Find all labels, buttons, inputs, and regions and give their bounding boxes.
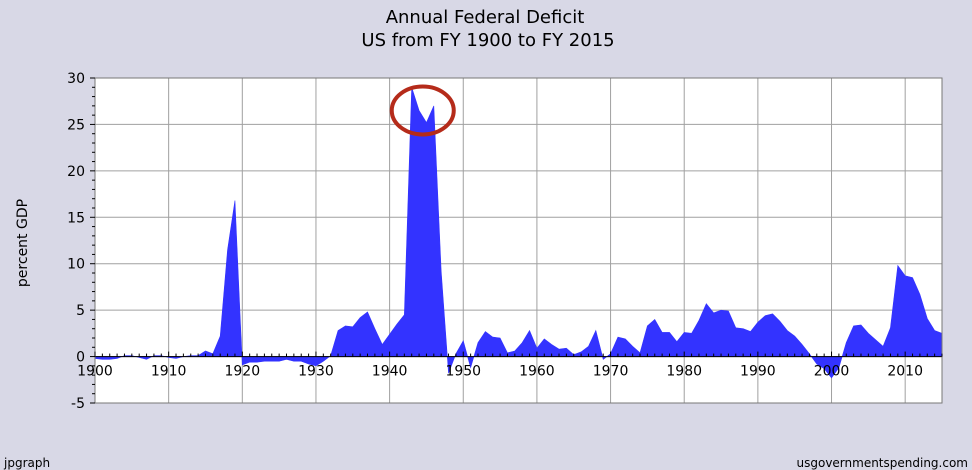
- y-tick-label: 30: [67, 71, 85, 87]
- x-tick-label: 1970: [593, 364, 629, 380]
- footer-left: jpgraph: [3, 456, 50, 470]
- y-axis-label: percent GDP: [15, 199, 31, 287]
- y-axis-ticks: -5 0 5 10 15 20 25 30: [67, 71, 85, 412]
- y-tick-label: 20: [67, 164, 85, 180]
- x-tick-label: 1950: [445, 364, 481, 380]
- annotation-layer: [389, 84, 456, 137]
- x-tick-label: 2000: [814, 364, 850, 380]
- footer-right: usgovernmentspending.com: [797, 456, 969, 470]
- x-tick-label: 1990: [740, 364, 776, 380]
- x-tick-label: 1930: [298, 364, 334, 380]
- x-tick-label: 2010: [887, 364, 923, 380]
- data-area: [94, 87, 943, 379]
- x-tick-label: 1900: [77, 364, 113, 380]
- y-tick-label: 10: [67, 257, 85, 273]
- plot-border: [94, 77, 943, 404]
- y-tick-label: -5: [71, 396, 85, 412]
- x-tick-label: 1980: [666, 364, 702, 380]
- x-tick-label: 1920: [224, 364, 260, 380]
- annotation-circle: [389, 84, 456, 137]
- y-tick-label: 25: [67, 117, 85, 133]
- axes: [90, 77, 943, 404]
- x-tick-label: 1940: [372, 364, 408, 380]
- y-tick-label: 0: [76, 350, 85, 366]
- series-area: [94, 87, 943, 379]
- chart-title: Annual Federal Deficit: [386, 7, 585, 28]
- x-axis-ticks: 1900 1910 1920 1930 1940 1950 1960 1970 1980 1990…: [77, 364, 923, 380]
- x-tick-label: 1910: [151, 364, 187, 380]
- chart-subtitle: US from FY 1900 to FY 2015: [361, 30, 614, 51]
- y-tick-label: 5: [76, 303, 85, 319]
- y-tick-label: 15: [67, 210, 85, 226]
- x-tick-label: 1960: [519, 364, 555, 380]
